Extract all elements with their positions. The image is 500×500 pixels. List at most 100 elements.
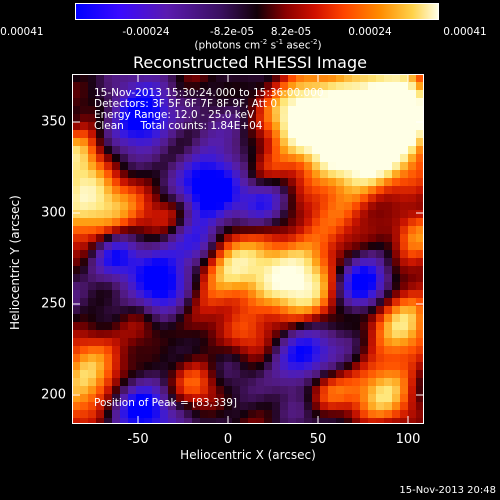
image-pixel bbox=[216, 362, 224, 370]
image-pixel bbox=[168, 402, 176, 410]
image-pixel bbox=[408, 266, 416, 274]
image-pixel bbox=[256, 210, 264, 218]
image-pixel bbox=[352, 210, 360, 218]
image-pixel bbox=[96, 370, 104, 378]
image-pixel bbox=[232, 226, 240, 234]
image-pixel bbox=[176, 122, 184, 130]
image-pixel bbox=[272, 74, 280, 82]
image-pixel bbox=[224, 194, 232, 202]
image-pixel bbox=[80, 122, 88, 130]
image-pixel bbox=[96, 146, 104, 154]
image-pixel bbox=[96, 90, 104, 98]
image-pixel bbox=[304, 394, 312, 402]
image-pixel bbox=[408, 306, 416, 314]
image-pixel bbox=[392, 330, 400, 338]
image-pixel bbox=[168, 266, 176, 274]
image-pixel bbox=[192, 154, 200, 162]
image-pixel bbox=[128, 338, 136, 346]
image-pixel bbox=[344, 362, 352, 370]
image-pixel bbox=[224, 138, 232, 146]
image-pixel bbox=[168, 258, 176, 266]
image-pixel bbox=[192, 306, 200, 314]
image-pixel bbox=[336, 170, 344, 178]
image-pixel bbox=[296, 122, 304, 130]
image-pixel bbox=[88, 194, 96, 202]
image-pixel bbox=[104, 242, 112, 250]
image-pixel bbox=[368, 258, 376, 266]
image-pixel bbox=[208, 386, 216, 394]
image-pixel bbox=[224, 130, 232, 138]
image-pixel bbox=[184, 298, 192, 306]
image-pixel bbox=[368, 354, 376, 362]
image-pixel bbox=[392, 162, 400, 170]
image-pixel bbox=[232, 234, 240, 242]
image-pixel bbox=[296, 154, 304, 162]
image-pixel bbox=[384, 74, 392, 82]
image-pixel bbox=[280, 154, 288, 162]
image-pixel bbox=[240, 418, 248, 424]
image-pixel bbox=[296, 282, 304, 290]
image-pixel bbox=[152, 322, 160, 330]
image-pixel bbox=[248, 178, 256, 186]
image-pixel bbox=[376, 282, 384, 290]
image-pixel bbox=[336, 106, 344, 114]
image-pixel bbox=[272, 338, 280, 346]
image-pixel bbox=[216, 218, 224, 226]
image-pixel bbox=[224, 242, 232, 250]
image-pixel bbox=[264, 306, 272, 314]
image-pixel bbox=[184, 370, 192, 378]
image-pixel bbox=[384, 402, 392, 410]
image-pixel bbox=[416, 130, 424, 138]
image-pixel bbox=[360, 298, 368, 306]
image-pixel bbox=[184, 122, 192, 130]
image-pixel bbox=[336, 242, 344, 250]
image-pixel bbox=[408, 290, 416, 298]
image-pixel bbox=[192, 186, 200, 194]
image-pixel bbox=[368, 298, 376, 306]
image-pixel bbox=[120, 402, 128, 410]
image-pixel bbox=[264, 234, 272, 242]
image-pixel bbox=[144, 194, 152, 202]
image-pixel bbox=[336, 162, 344, 170]
image-pixel bbox=[144, 362, 152, 370]
image-pixel bbox=[160, 162, 168, 170]
image-pixel bbox=[288, 282, 296, 290]
image-pixel bbox=[144, 242, 152, 250]
image-pixel bbox=[312, 138, 320, 146]
image-pixel bbox=[88, 114, 96, 122]
image-pixel bbox=[304, 146, 312, 154]
image-pixel bbox=[272, 234, 280, 242]
colorbar-tick: 8.2e-05 bbox=[270, 26, 312, 38]
image-pixel bbox=[320, 218, 328, 226]
image-pixel bbox=[120, 338, 128, 346]
image-pixel bbox=[216, 314, 224, 322]
image-pixel bbox=[168, 98, 176, 106]
image-pixel bbox=[320, 314, 328, 322]
image-pixel bbox=[416, 170, 424, 178]
image-pixel bbox=[256, 346, 264, 354]
image-pixel bbox=[120, 202, 128, 210]
image-pixel bbox=[224, 146, 232, 154]
image-pixel bbox=[96, 98, 104, 106]
image-pixel bbox=[336, 346, 344, 354]
image-pixel bbox=[344, 386, 352, 394]
image-pixel bbox=[144, 170, 152, 178]
image-pixel bbox=[248, 218, 256, 226]
image-pixel bbox=[248, 298, 256, 306]
image-pixel bbox=[240, 162, 248, 170]
image-pixel bbox=[376, 410, 384, 418]
image-pixel bbox=[128, 202, 136, 210]
image-pixel bbox=[80, 218, 88, 226]
image-pixel bbox=[248, 290, 256, 298]
image-pixel bbox=[120, 250, 128, 258]
image-pixel bbox=[160, 170, 168, 178]
image-pixel bbox=[112, 90, 120, 98]
image-pixel bbox=[136, 154, 144, 162]
image-pixel bbox=[296, 378, 304, 386]
image-pixel bbox=[176, 210, 184, 218]
image-pixel bbox=[176, 386, 184, 394]
image-pixel bbox=[296, 370, 304, 378]
image-pixel bbox=[256, 178, 264, 186]
image-pixel bbox=[160, 130, 168, 138]
image-pixel bbox=[88, 410, 96, 418]
